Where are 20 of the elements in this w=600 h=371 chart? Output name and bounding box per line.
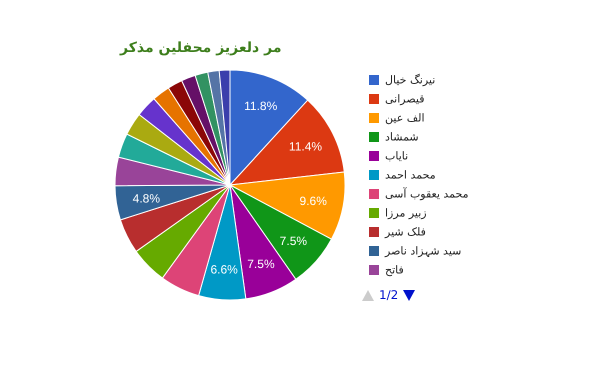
chart-title: مر دلعزیز محفلین مذکر bbox=[119, 40, 282, 56]
data-label: 6.6% bbox=[210, 262, 238, 276]
data-label: 4.8% bbox=[132, 191, 160, 206]
legend-label: نیرنگ خیال bbox=[385, 74, 436, 86]
legend-label: قیصرانی bbox=[385, 92, 424, 106]
legend-label: فاتح bbox=[385, 264, 404, 276]
data-label: 9.6% bbox=[300, 194, 328, 208]
data-label: 11.4% bbox=[288, 140, 322, 154]
data-label: 7.5% bbox=[247, 256, 275, 271]
text: 1/2 bbox=[379, 288, 398, 302]
legend-label: محمد احمد bbox=[385, 168, 436, 182]
legend-label: نایاب bbox=[385, 150, 408, 162]
legend-label: الف عین bbox=[385, 112, 425, 124]
legend-label: محمد یعقوب آسی bbox=[385, 186, 469, 200]
legend-label: شمشاد bbox=[385, 130, 419, 144]
data-label: 11.8% bbox=[244, 99, 278, 114]
legend-label: زبیر مرزا bbox=[385, 206, 427, 220]
data-label: 7.5% bbox=[280, 234, 308, 248]
legend-label: سید شہزاد ناصر bbox=[384, 244, 462, 258]
legend-label: فلک شیر bbox=[384, 226, 426, 238]
